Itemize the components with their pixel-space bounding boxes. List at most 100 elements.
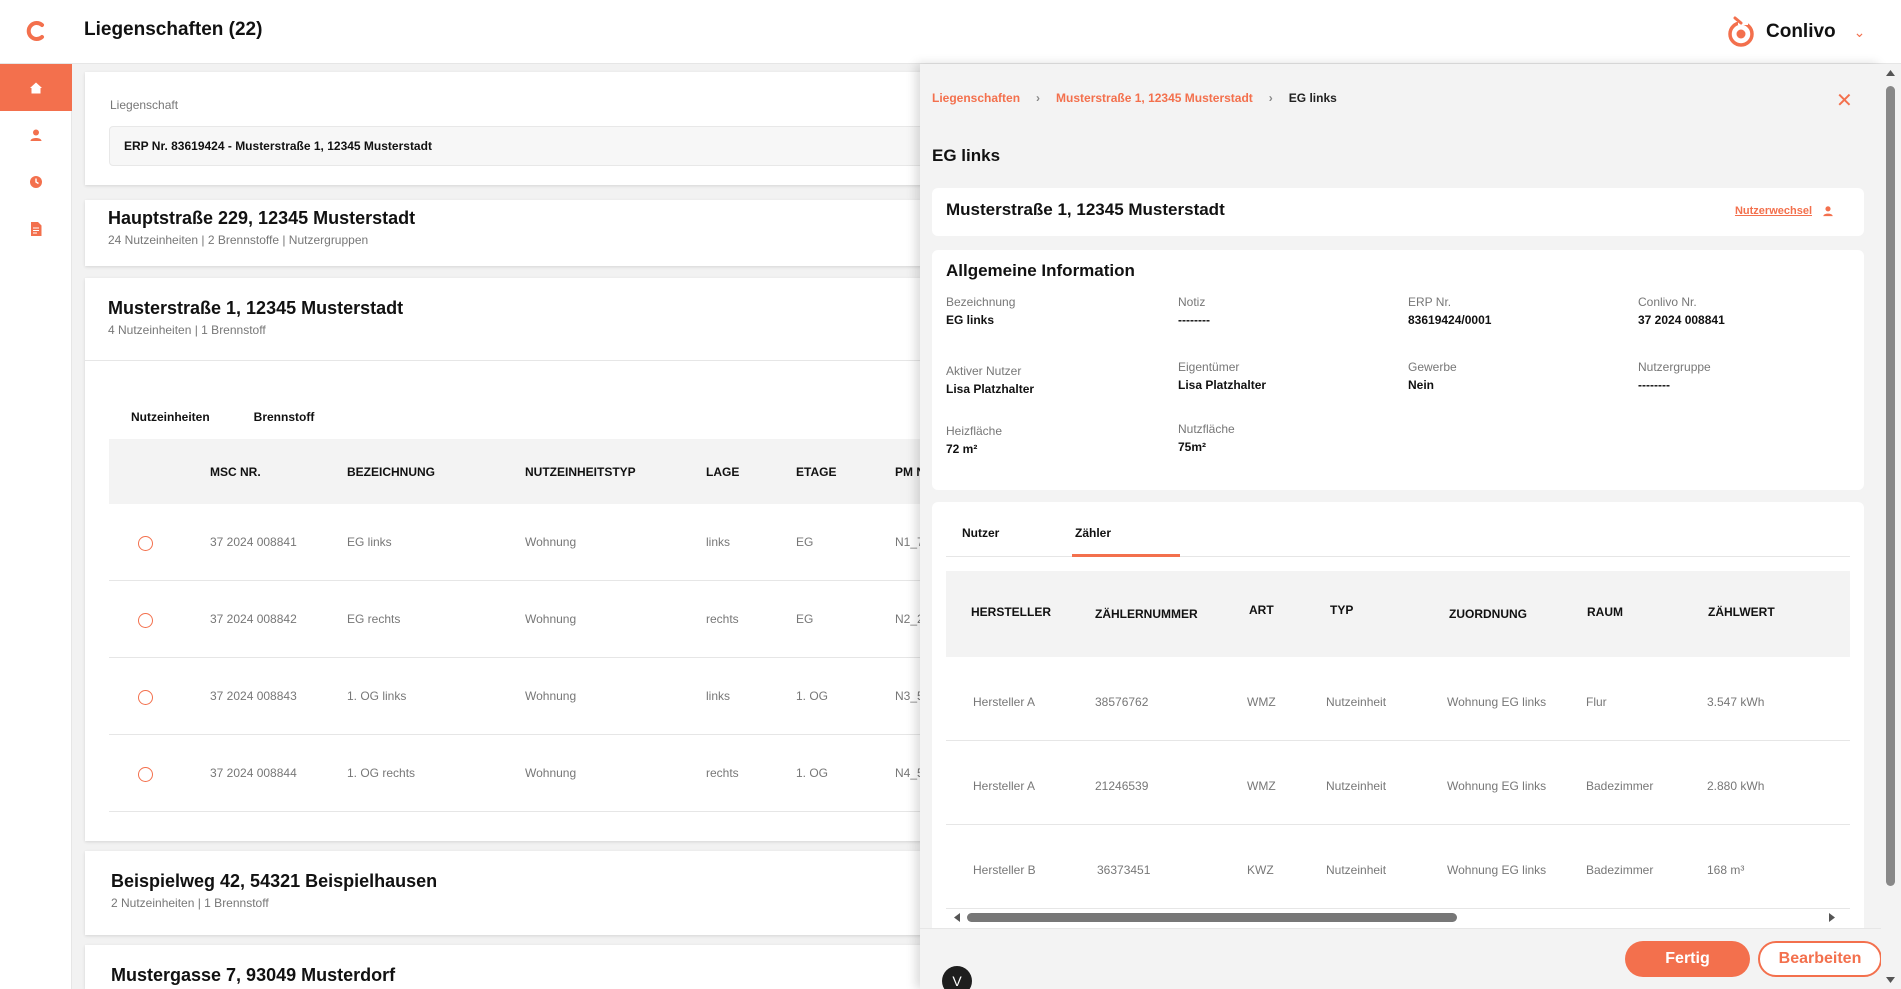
property-subtitle: 2 Nutzeinheiten | 1 Brennstoff [111,896,269,910]
cell-msc: 37 2024 008842 [210,612,297,626]
done-button[interactable]: Fertig [1625,941,1750,977]
column-header[interactable]: ETAGE [796,465,837,479]
user-icon [30,129,42,141]
arrow-right-icon[interactable] [1827,912,1837,923]
column-header[interactable]: RAUM [1587,605,1623,619]
nutzerwechsel-label: Nutzerwechsel [1734,205,1812,217]
column-header[interactable]: ZUORDNUNG [1449,607,1527,621]
table-row[interactable]: 37 2024 008841 EG links Wohnung links EG… [109,504,929,581]
property-subtitle: 24 Nutzeinheiten | 2 Brennstoffe | Nutze… [108,233,369,247]
units-section: Nutzeinheiten Brennstoff MSC NR. BEZEICH… [85,360,929,841]
property-selector-label: Liegenschaft [110,98,179,112]
cell-art: WMZ [1247,695,1276,709]
divider [85,360,925,361]
arrow-up-icon[interactable] [1885,68,1896,78]
breadcrumb-liegenschaften[interactable]: Liegenschaften [932,91,1021,105]
sidebar-item-home[interactable] [0,64,72,111]
property-subtitle: 4 Nutzeinheiten | 1 Brennstoff [108,323,266,337]
cell-bezeichnung: EG rechts [347,612,401,626]
cell-lage: links [706,535,731,549]
units-table-header: MSC NR. BEZEICHNUNG NUTZEINHEITSTYP LAGE… [109,439,929,504]
scrollbar-thumb[interactable] [1886,86,1895,886]
conlivo-logo-icon [1728,16,1754,47]
property-card[interactable]: Mustergasse 7, 93049 Musterdorf [85,945,925,989]
column-header[interactable]: ART [1249,603,1274,617]
top-bar: Liegenschaften (22) Conlivo ⌄ [0,0,1901,64]
panel-footer: Fertig Bearbeiten [920,928,1882,989]
breadcrumb: Liegenschaften › Musterstraße 1, 12345 M… [932,91,1337,105]
chevron-down-icon[interactable]: ⌄ [1853,23,1866,40]
table-row[interactable]: Hersteller A 21246539 WMZ Nutzeinheit Wo… [946,741,1850,825]
meters-table-header: HERSTELLER ZÄHLERNUMMER ART TYP ZUORDNUN… [946,571,1850,657]
cell-raum: Badezimmer [1586,779,1654,793]
cell-etage: 1. OG [796,766,829,780]
column-header[interactable]: TYP [1330,603,1354,617]
row-radio[interactable] [138,690,153,705]
property-selector[interactable]: ERP Nr. 83619424 - Musterstraße 1, 12345… [109,126,929,166]
row-radio[interactable] [138,536,153,551]
general-info-title: Allgemeine Information [946,261,1135,280]
scrollbar-thumb[interactable] [967,913,1457,922]
cell-hersteller: Hersteller B [973,863,1036,877]
cell-pm: N4_5 [895,766,924,780]
row-radio[interactable] [138,767,153,782]
property-card[interactable]: Hauptstraße 229, 12345 Musterstadt 24 Nu… [85,200,925,266]
cell-bezeichnung: 1. OG links [347,689,407,703]
cell-lage: rechts [706,766,739,780]
tab-nutzeinheiten[interactable]: Nutzeinheiten [109,404,232,443]
breadcrumb-property[interactable]: Musterstraße 1, 12345 Musterstadt [1056,91,1253,105]
cell-typ: Nutzeinheit [1326,863,1387,877]
table-row[interactable]: 37 2024 008842 EG rechts Wohnung rechts … [109,581,929,658]
cell-zuordnung: Wohnung EG links [1447,695,1547,709]
property-title: Beispielweg 42, 54321 Beispielhausen [111,871,438,891]
arrow-down-icon[interactable] [1885,975,1896,985]
horizontal-scrollbar[interactable] [952,912,1837,923]
app-logo-icon[interactable] [25,19,49,43]
property-header[interactable]: Musterstraße 1, 12345 Musterstadt 4 Nutz… [108,298,403,337]
nutzerwechsel-link[interactable]: Nutzerwechsel [1735,205,1834,217]
column-header[interactable]: PM N [895,465,925,479]
sidebar-item-documents[interactable] [0,205,72,252]
cell-etage: EG [796,612,814,626]
edit-button[interactable]: Bearbeiten [1758,941,1882,977]
cell-raum: Badezimmer [1586,863,1654,877]
active-tab-indicator [1072,554,1180,557]
column-header[interactable]: ZÄHLERNUMMER [1095,607,1198,621]
vertical-scrollbar[interactable] [1881,64,1901,989]
table-row[interactable]: 37 2024 008844 1. OG rechts Wohnung rech… [109,735,929,812]
table-row[interactable]: Hersteller B 36373451 KWZ Nutzeinheit Wo… [946,825,1850,909]
info-nutzergruppe: Nutzergruppe -------- [1638,360,1711,392]
tabs: Nutzeinheiten Brennstoff [109,404,336,443]
cell-pm: N3_5 [895,689,924,703]
chat-widget-button[interactable]: V [942,966,972,989]
column-header[interactable]: ZÄHLWERT [1708,605,1775,619]
cell-msc: 37 2024 008843 [210,689,297,703]
sidebar-item-users[interactable] [0,111,72,158]
column-header[interactable]: BEZEICHNUNG [347,465,436,479]
column-header[interactable]: MSC NR. [210,465,261,479]
info-heizflaeche: Heizfläche 72 m² [946,424,1003,456]
tabs: Nutzer Zähler [946,514,1850,557]
row-radio[interactable] [138,613,153,628]
column-header[interactable]: NUTZEINHEITSTYP [525,465,636,479]
sidebar-item-history[interactable] [0,158,72,205]
cell-zaehlwert: 168 m³ [1707,863,1745,877]
tab-brennstoff[interactable]: Brennstoff [253,410,315,424]
property-card[interactable]: Beispielweg 42, 54321 Beispielhausen 2 N… [85,851,925,935]
table-row[interactable]: Hersteller A 38576762 WMZ Nutzeinheit Wo… [946,657,1850,741]
account-menu[interactable]: Conlivo ⌄ [1726,14,1865,50]
cell-typ: Nutzeinheit [1326,695,1387,709]
close-icon[interactable]: ✕ [1836,90,1853,112]
home-icon [30,82,42,93]
table-row[interactable]: 37 2024 008843 1. OG links Wohnung links… [109,658,929,735]
column-header[interactable]: LAGE [706,465,740,479]
document-icon [31,221,42,236]
tab-zaehler[interactable]: Zähler [1075,526,1112,540]
info-nutzflaeche: Nutzfläche 75m² [1178,422,1235,454]
tab-nutzer[interactable]: Nutzer [962,526,1000,540]
cell-etage: 1. OG [796,689,829,703]
column-header[interactable]: HERSTELLER [971,605,1052,619]
info-conlivo-nr: Conlivo Nr. 37 2024 008841 [1638,295,1725,327]
arrow-left-icon[interactable] [952,912,962,923]
cell-zuordnung: Wohnung EG links [1447,863,1547,877]
